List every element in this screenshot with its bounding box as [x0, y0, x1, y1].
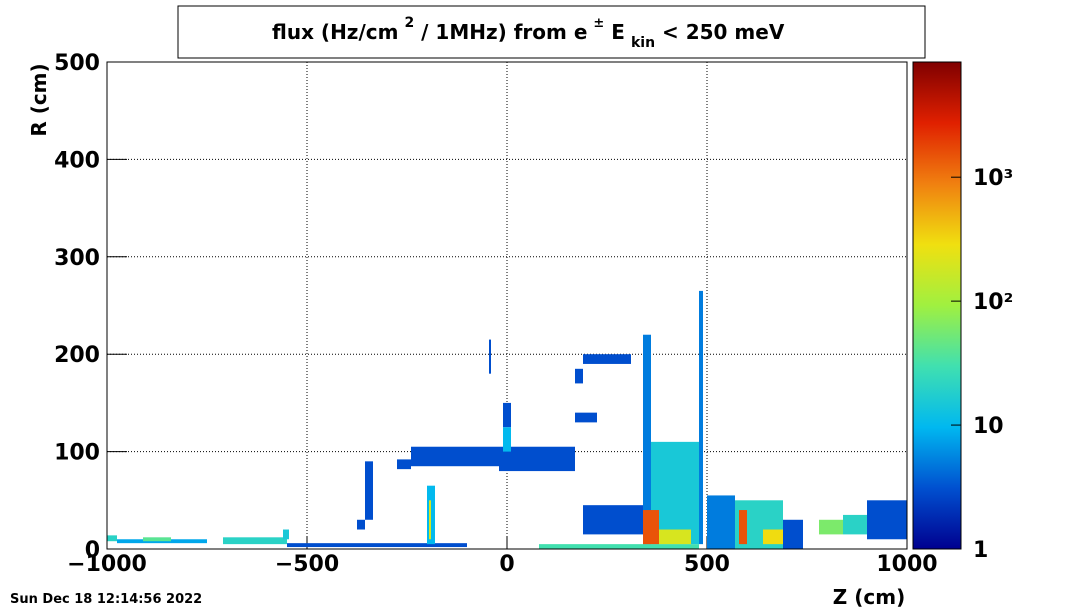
heatmap-cell	[659, 529, 691, 545]
heatmap-cell	[287, 543, 467, 548]
y-tick-label: 100	[54, 441, 100, 466]
timestamp: Sun Dec 18 12:14:56 2022	[10, 592, 202, 607]
heatmap-cell	[867, 500, 907, 540]
colorbar-tick-label: 10	[973, 414, 1004, 439]
title-part: flux (Hz/cm	[272, 20, 398, 44]
heatmap-cell	[539, 544, 699, 549]
heatmap-cell	[643, 510, 659, 545]
x-axis-label: Z (cm)	[833, 585, 905, 609]
y-tick-label: 0	[85, 538, 100, 563]
heatmap-cell	[707, 495, 735, 549]
x-tick-label: −1000	[67, 552, 147, 577]
heatmap-cell	[429, 500, 431, 540]
title-part: < 250 meV	[655, 20, 785, 44]
x-tick-label: 0	[499, 552, 514, 577]
x-tick-label: 500	[684, 552, 730, 577]
heatmap-cell	[583, 505, 643, 535]
heatmap-cell	[223, 537, 287, 545]
heatmap-cell	[843, 514, 867, 535]
heatmap-cell	[739, 510, 747, 545]
heatmap-cell	[107, 535, 117, 542]
heatmap-cell	[143, 537, 171, 542]
y-tick-label: 500	[54, 51, 100, 76]
y-axis-label: R (cm)	[27, 63, 51, 136]
title-part: 2	[404, 15, 414, 31]
heatmap-cell	[783, 519, 803, 549]
heatmap-cell	[503, 402, 511, 428]
heatmap-cell	[397, 459, 411, 470]
title-part: / 1MHz) from	[414, 20, 574, 44]
heatmap-cell	[575, 368, 583, 384]
title-part: kin	[631, 35, 655, 51]
heatmap-cell	[365, 461, 373, 520]
heatmap-cell	[575, 412, 597, 423]
y-tick-label: 300	[54, 246, 100, 271]
colorbar-tick-label: 1	[973, 538, 988, 563]
title-part: ±	[593, 16, 604, 31]
heatmap-cell	[499, 446, 575, 472]
heatmap-cell	[283, 529, 289, 540]
heatmap-cell	[357, 519, 365, 530]
y-tick-label: 200	[54, 343, 100, 368]
plot-area	[106, 61, 908, 550]
colorbar-tick-label: 10²	[973, 290, 1013, 315]
heatmap-cell	[643, 334, 651, 545]
heatmap-cell	[699, 290, 703, 545]
heatmap-cell	[503, 427, 511, 452]
heatmap-cell	[489, 339, 491, 374]
heatmap-cell	[411, 446, 499, 467]
colorbar	[912, 61, 962, 550]
y-tick-label: 400	[54, 148, 100, 173]
x-tick-label: −500	[275, 552, 339, 577]
title-part: E	[604, 20, 625, 44]
heatmap-cell	[583, 354, 631, 364]
title-part: e	[574, 20, 588, 44]
plot-frame	[106, 61, 908, 550]
heatmap-cell	[763, 529, 783, 545]
colorbar-tick-label: 10³	[973, 166, 1013, 191]
x-tick-label: 1000	[876, 552, 937, 577]
title-box	[177, 5, 926, 59]
heatmap-cell	[819, 519, 843, 535]
